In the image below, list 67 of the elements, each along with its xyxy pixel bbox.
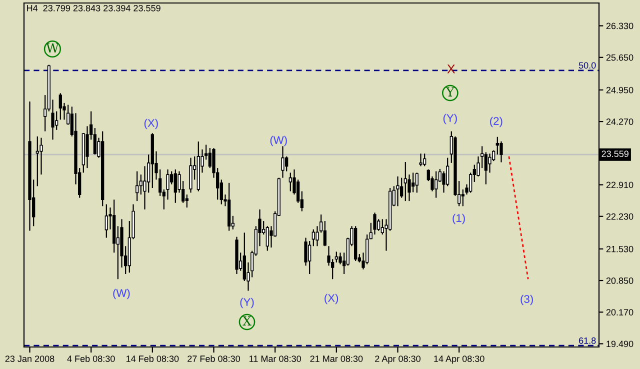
candlestick	[488, 153, 492, 174]
candlestick	[174, 168, 177, 204]
candlestick	[136, 170, 139, 202]
candlestick	[189, 157, 192, 194]
candlestick	[288, 172, 292, 192]
x-tick-label: 21 Mar 08:30	[310, 356, 363, 362]
x-tick-label: 14 Feb 08:30	[126, 355, 179, 362]
candlestick	[496, 136, 499, 156]
candlestick	[55, 110, 58, 130]
y-tick-label: 26.330	[606, 22, 634, 30]
candlestick	[93, 127, 96, 156]
x-tick-label: 11 Mar 08:30	[250, 356, 301, 362]
x-tick-label: 27 Feb 08:30	[188, 355, 240, 362]
candlestick	[312, 228, 315, 247]
annotation: W	[46, 43, 59, 52]
annotation: (W)	[113, 288, 130, 300]
annotation: X	[447, 64, 456, 74]
chart-title: H4 23.799 23.843 23.394 23.559	[27, 4, 160, 12]
candlestick	[469, 172, 472, 194]
annotation: (Y)	[240, 298, 254, 308]
y-tick-label: 22.910	[606, 182, 634, 188]
candlestick	[281, 146, 284, 178]
y-tick-label: 19.490	[606, 340, 634, 348]
candlestick	[58, 92, 62, 120]
candlestick	[419, 153, 422, 167]
candlestick	[308, 240, 312, 275]
y-tick-label: 22.230	[606, 213, 634, 220]
candlestick	[323, 220, 326, 247]
candlestick	[434, 170, 438, 198]
y-tick-label: 20.850	[606, 277, 634, 284]
annotation: Y	[446, 87, 454, 96]
candlestick	[396, 176, 400, 207]
candlestick	[36, 136, 39, 187]
annotation: X	[242, 316, 252, 326]
candlestick	[104, 204, 108, 238]
annotation: (3)	[520, 294, 533, 306]
annotation: (2)	[490, 116, 502, 128]
y-tick-label: 24.950	[606, 86, 634, 94]
annotation: (X)	[324, 294, 338, 304]
annotation: (W)	[270, 136, 287, 146]
annotation: (X)	[144, 118, 158, 130]
x-tick-label: 4 Feb 08:30	[67, 355, 115, 362]
y-tick-label: 25.650	[606, 54, 634, 61]
annotation: 61.8	[579, 337, 596, 344]
candlestick	[208, 147, 212, 169]
annotation: (Y)	[443, 114, 457, 124]
y-tick-label: 21.530	[606, 246, 634, 252]
candlestick	[139, 174, 142, 196]
y-tick-label: 20.170	[606, 309, 634, 316]
candlestick	[266, 226, 269, 252]
candlestick	[500, 140, 503, 163]
annotation: 50.0	[578, 62, 596, 69]
candlestick	[373, 212, 376, 236]
candlestick	[484, 152, 488, 185]
candlestick	[404, 161, 407, 202]
candlestick	[412, 172, 415, 193]
y-tick-label: 24.270	[606, 118, 634, 125]
annotation: (1)	[452, 214, 465, 224]
candlestick	[334, 251, 338, 263]
candlestick	[461, 188, 464, 207]
candlestick	[285, 156, 288, 172]
ref-line-label: 23.559	[602, 150, 628, 158]
candlestick	[415, 172, 418, 194]
candlestick	[423, 153, 426, 167]
x-tick-label: 2 Apr 08:30	[375, 356, 420, 364]
x-tick-label: 23 Jan 2008	[5, 356, 54, 362]
x-tick-label: 14 Apr 08:30	[434, 356, 484, 364]
